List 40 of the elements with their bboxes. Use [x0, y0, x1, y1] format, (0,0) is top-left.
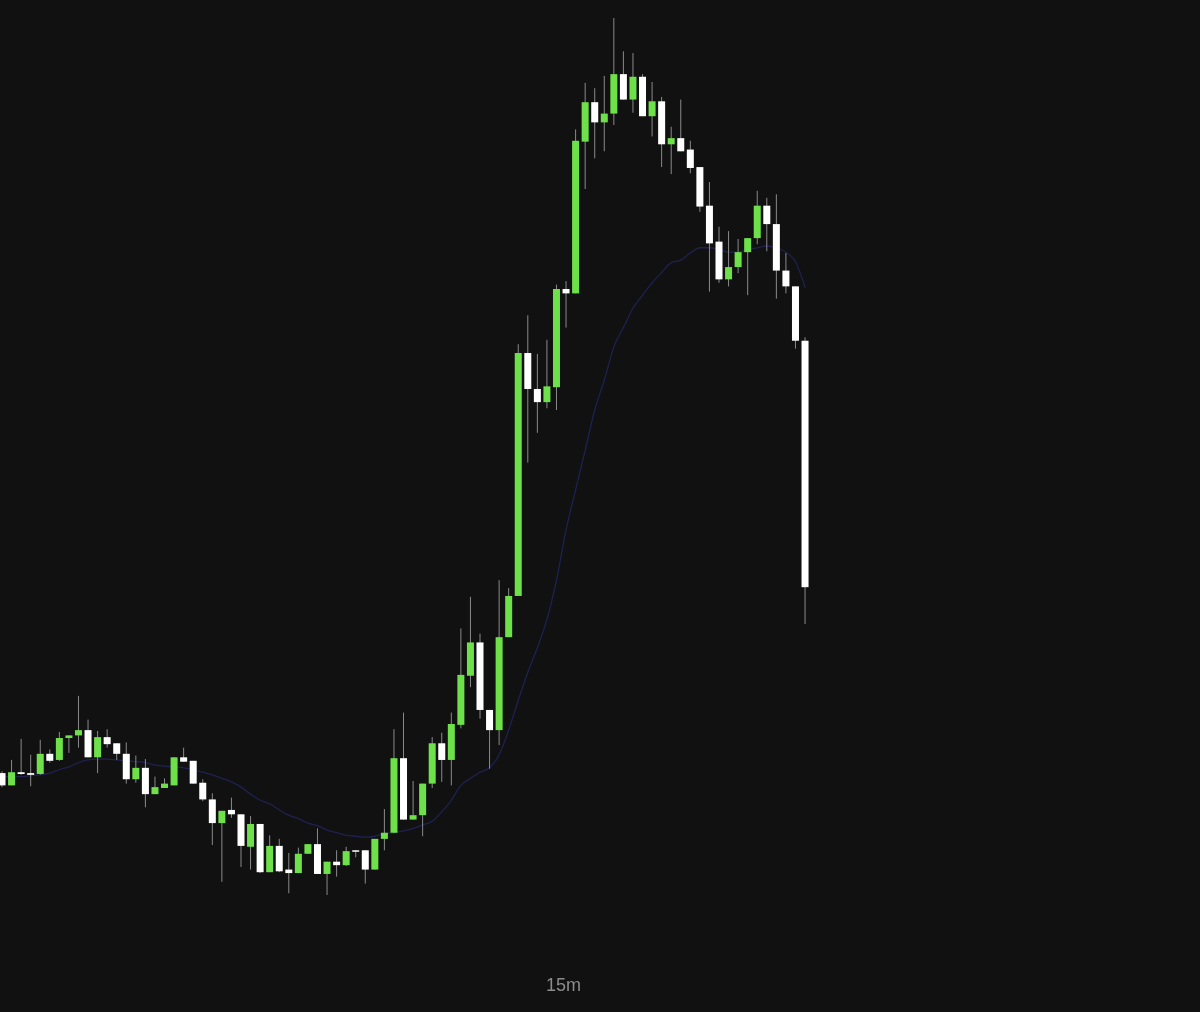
- candlestick: [438, 732, 446, 783]
- candlestick: [151, 776, 159, 795]
- candlestick: [543, 339, 551, 409]
- candlestick: [94, 730, 102, 774]
- candlestick: [677, 99, 685, 152]
- candlestick: [323, 861, 331, 896]
- candlestick: [409, 780, 417, 821]
- candlestick: [725, 230, 733, 287]
- candlestick: [74, 695, 82, 749]
- candlestick: [65, 734, 73, 754]
- candlestick: [208, 792, 216, 846]
- candlestick: [648, 81, 656, 137]
- candlestick: [103, 728, 111, 749]
- candlestick: [247, 815, 255, 871]
- candlestick: [667, 126, 675, 175]
- candlestick: [533, 353, 541, 434]
- candlestick: [36, 739, 44, 776]
- candlestick: [600, 75, 608, 152]
- candlestick: [734, 238, 742, 274]
- candlestick: [562, 280, 570, 329]
- candlestick: [132, 755, 140, 784]
- candlestick: [380, 808, 388, 851]
- candlestick: [486, 709, 494, 770]
- candlestick: [8, 759, 16, 786]
- text: 15m: [546, 975, 582, 995]
- candlestick: [763, 197, 771, 252]
- candlestick: [591, 87, 599, 159]
- candlestick: [629, 52, 637, 114]
- candlestick: [782, 252, 790, 294]
- candlestick: [27, 754, 35, 787]
- candlestick: [55, 731, 63, 762]
- candlestick: [199, 778, 207, 802]
- candlestick: [361, 849, 369, 885]
- candlestick: [17, 738, 25, 776]
- candlestick: [342, 846, 350, 867]
- candlestick: [218, 810, 226, 883]
- candlestick: [227, 797, 235, 819]
- candlestick: [686, 140, 694, 174]
- candlestick: [744, 237, 752, 296]
- candlestick: [294, 847, 302, 874]
